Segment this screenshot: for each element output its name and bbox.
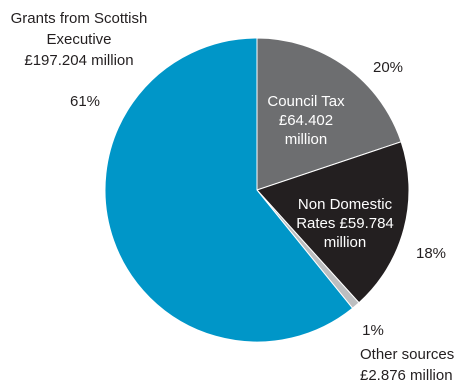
- percent-label: 1%: [362, 322, 384, 339]
- percent-label: 20%: [373, 59, 403, 76]
- percent-label: 18%: [416, 245, 446, 262]
- percent-label: 61%: [70, 93, 100, 110]
- slice-label: Other sources £2.876 million: [360, 346, 454, 384]
- pie-slice: [256, 141, 410, 304]
- slice-label: Grants from Scottish Executive £197.204 mi…: [11, 10, 148, 69]
- slice-label: Council Tax £64.402 million: [267, 93, 345, 148]
- slice-label: Non Domestic Rates £59.784 million: [296, 196, 394, 251]
- pie-slice: [256, 37, 402, 191]
- pie-slice: [104, 37, 354, 343]
